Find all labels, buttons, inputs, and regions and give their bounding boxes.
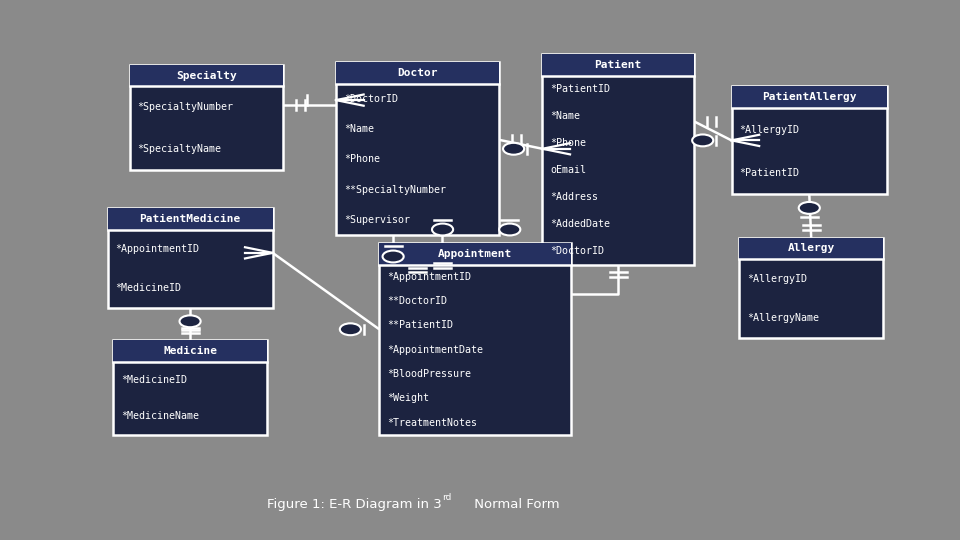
Text: *AppointmentID: *AppointmentID — [387, 272, 470, 282]
Text: *SpecialtyNumber: *SpecialtyNumber — [137, 102, 233, 112]
Text: *Phone: *Phone — [344, 154, 380, 164]
Text: Normal Form: Normal Form — [470, 497, 560, 511]
Bar — [542, 54, 694, 76]
Bar — [732, 86, 887, 194]
Bar — [108, 208, 273, 308]
Text: Medicine: Medicine — [163, 346, 217, 356]
Text: *Supervisor: *Supervisor — [344, 215, 410, 225]
Circle shape — [499, 224, 520, 235]
Text: *PatientID: *PatientID — [550, 84, 611, 94]
Text: *Weight: *Weight — [387, 393, 429, 403]
Circle shape — [382, 251, 403, 262]
Text: *Name: *Name — [344, 124, 373, 134]
Bar — [130, 65, 283, 86]
Bar — [130, 65, 283, 170]
Text: rd: rd — [443, 492, 452, 502]
Text: **PatientID: **PatientID — [387, 320, 453, 330]
Text: PatientAllergy: PatientAllergy — [762, 92, 856, 102]
Text: Allergy: Allergy — [787, 244, 835, 253]
Text: Specialty: Specialty — [176, 71, 237, 80]
Bar — [336, 62, 499, 235]
Text: **SpecialtyNumber: **SpecialtyNumber — [344, 185, 445, 194]
Circle shape — [432, 224, 453, 235]
Text: *DoctorID: *DoctorID — [550, 246, 604, 256]
Bar — [739, 238, 883, 259]
Circle shape — [503, 143, 524, 154]
Text: Doctor: Doctor — [397, 68, 438, 78]
Text: *AppointmentID: *AppointmentID — [115, 244, 200, 254]
Text: *AllergyName: *AllergyName — [747, 313, 819, 323]
Text: *MedicineID: *MedicineID — [115, 283, 181, 293]
Text: *SpecialtyName: *SpecialtyName — [137, 144, 222, 154]
Text: Figure 1: E-R Diagram in 3: Figure 1: E-R Diagram in 3 — [267, 497, 442, 511]
Text: *DoctorID: *DoctorID — [344, 94, 397, 104]
Text: *AllergyID: *AllergyID — [747, 274, 806, 284]
Text: **DoctorID: **DoctorID — [387, 296, 446, 306]
Bar — [336, 62, 499, 84]
Circle shape — [692, 134, 713, 146]
Bar — [108, 208, 273, 230]
Text: *AppointmentDate: *AppointmentDate — [387, 345, 483, 355]
Circle shape — [799, 202, 820, 214]
Bar — [113, 340, 267, 435]
Bar — [379, 243, 571, 435]
Text: *MedicineName: *MedicineName — [121, 411, 199, 422]
Bar — [379, 243, 571, 265]
Text: *AddedDate: *AddedDate — [550, 219, 611, 229]
Bar — [739, 238, 883, 338]
Text: *Phone: *Phone — [550, 138, 586, 148]
Text: *Address: *Address — [550, 192, 598, 202]
Circle shape — [340, 323, 361, 335]
Text: *PatientID: *PatientID — [739, 168, 799, 178]
Text: *AllergyID: *AllergyID — [739, 125, 799, 134]
Text: *TreatmentNotes: *TreatmentNotes — [387, 417, 477, 428]
Text: Patient: Patient — [594, 60, 642, 70]
Bar — [732, 86, 887, 108]
Text: oEmail: oEmail — [550, 165, 586, 175]
Bar — [542, 54, 694, 265]
Text: *BloodPressure: *BloodPressure — [387, 369, 470, 379]
Text: *Name: *Name — [550, 111, 580, 121]
Text: Appointment: Appointment — [438, 249, 513, 259]
Circle shape — [180, 315, 201, 327]
Bar — [113, 340, 267, 362]
Text: *MedicineID: *MedicineID — [121, 375, 187, 385]
Text: PatientMedicine: PatientMedicine — [139, 214, 241, 224]
